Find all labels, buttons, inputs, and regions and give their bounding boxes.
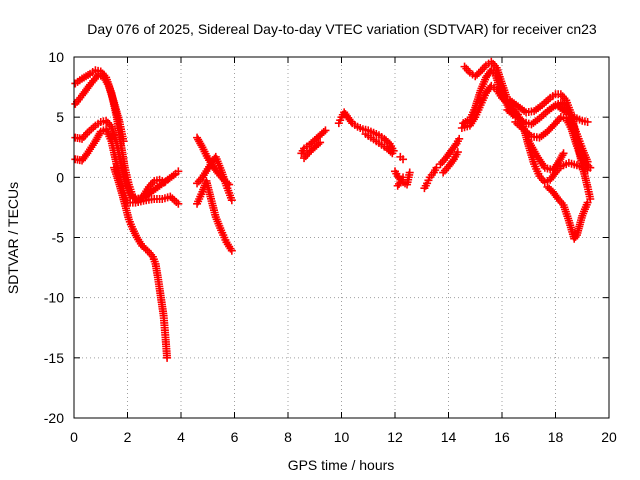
x-tick-label: 10 [334, 429, 350, 445]
x-tick-label: 4 [177, 429, 185, 445]
data-point [451, 141, 460, 150]
series-arc-e [110, 163, 172, 362]
y-tick-label: 10 [48, 49, 64, 65]
data-point [448, 157, 457, 166]
data-points [71, 57, 595, 362]
y-tick-label: 0 [56, 169, 64, 185]
series-arc-p [420, 163, 441, 193]
data-point [386, 147, 395, 156]
data-point [141, 245, 150, 254]
series-arc-q [436, 134, 464, 169]
series-arc-r [439, 148, 462, 177]
x-tick-label: 18 [548, 429, 564, 445]
series-arc-h [193, 176, 236, 255]
data-point [314, 140, 323, 149]
series-arc-aa [554, 102, 592, 126]
series-arc-y [524, 137, 568, 175]
x-tick-label: 8 [284, 429, 292, 445]
series-arc-j [300, 138, 325, 163]
x-axis-label: GPS time / hours [288, 457, 395, 473]
x-tick-label: 0 [70, 429, 78, 445]
y-tick-label: -20 [44, 410, 64, 426]
y-tick-label: -15 [44, 350, 64, 366]
data-point [583, 198, 592, 207]
y-tick-label: -10 [44, 290, 64, 306]
series-arc-n [393, 173, 408, 190]
series-arc-d [71, 125, 183, 208]
data-point [174, 199, 183, 208]
data-point [453, 148, 462, 157]
data-point [455, 134, 464, 143]
data-point [227, 196, 236, 205]
data-point [319, 128, 328, 137]
data-point [316, 138, 325, 147]
series-arc-l [361, 130, 397, 158]
data-point [227, 246, 236, 255]
series-arc-z [543, 182, 592, 243]
y-tick-label: 5 [56, 109, 64, 125]
series-arc-b [71, 71, 128, 146]
data-point [174, 167, 183, 176]
data-point [583, 117, 592, 126]
x-tick-label: 14 [441, 429, 457, 445]
data-point [399, 155, 408, 164]
data-point [399, 173, 408, 182]
data-point [119, 137, 128, 146]
data-point [559, 149, 568, 158]
x-tick-label: 12 [387, 429, 403, 445]
series-arc-o [396, 152, 408, 164]
x-tick-label: 2 [124, 429, 132, 445]
series-arc-g [193, 152, 236, 205]
data-point [432, 163, 441, 172]
data-point [321, 126, 330, 135]
x-tick-label: 16 [494, 429, 510, 445]
plot-border [73, 56, 610, 419]
data-point [346, 117, 355, 126]
series-arc-i [297, 126, 330, 158]
data-point [395, 179, 404, 188]
series-arc-x [511, 113, 595, 172]
y-axis-label: SDTVAR / TECUs [5, 182, 21, 294]
data-point [474, 69, 483, 78]
data-point [383, 138, 392, 147]
chart-title: Day 076 of 2025, Sidereal Day-to-day VTE… [87, 21, 597, 37]
data-point [163, 353, 172, 362]
x-tick-label: 6 [231, 429, 239, 445]
data-point [405, 168, 414, 177]
data-point [388, 149, 397, 158]
x-tick-label: 20 [601, 429, 617, 445]
data-point [586, 163, 595, 172]
tick-labels: 0 2 4 6 8 10 12 14 16 18 20 -20 -15 -10 -5 0 5 10 [44, 49, 617, 445]
y-tick-label: -5 [52, 230, 65, 246]
